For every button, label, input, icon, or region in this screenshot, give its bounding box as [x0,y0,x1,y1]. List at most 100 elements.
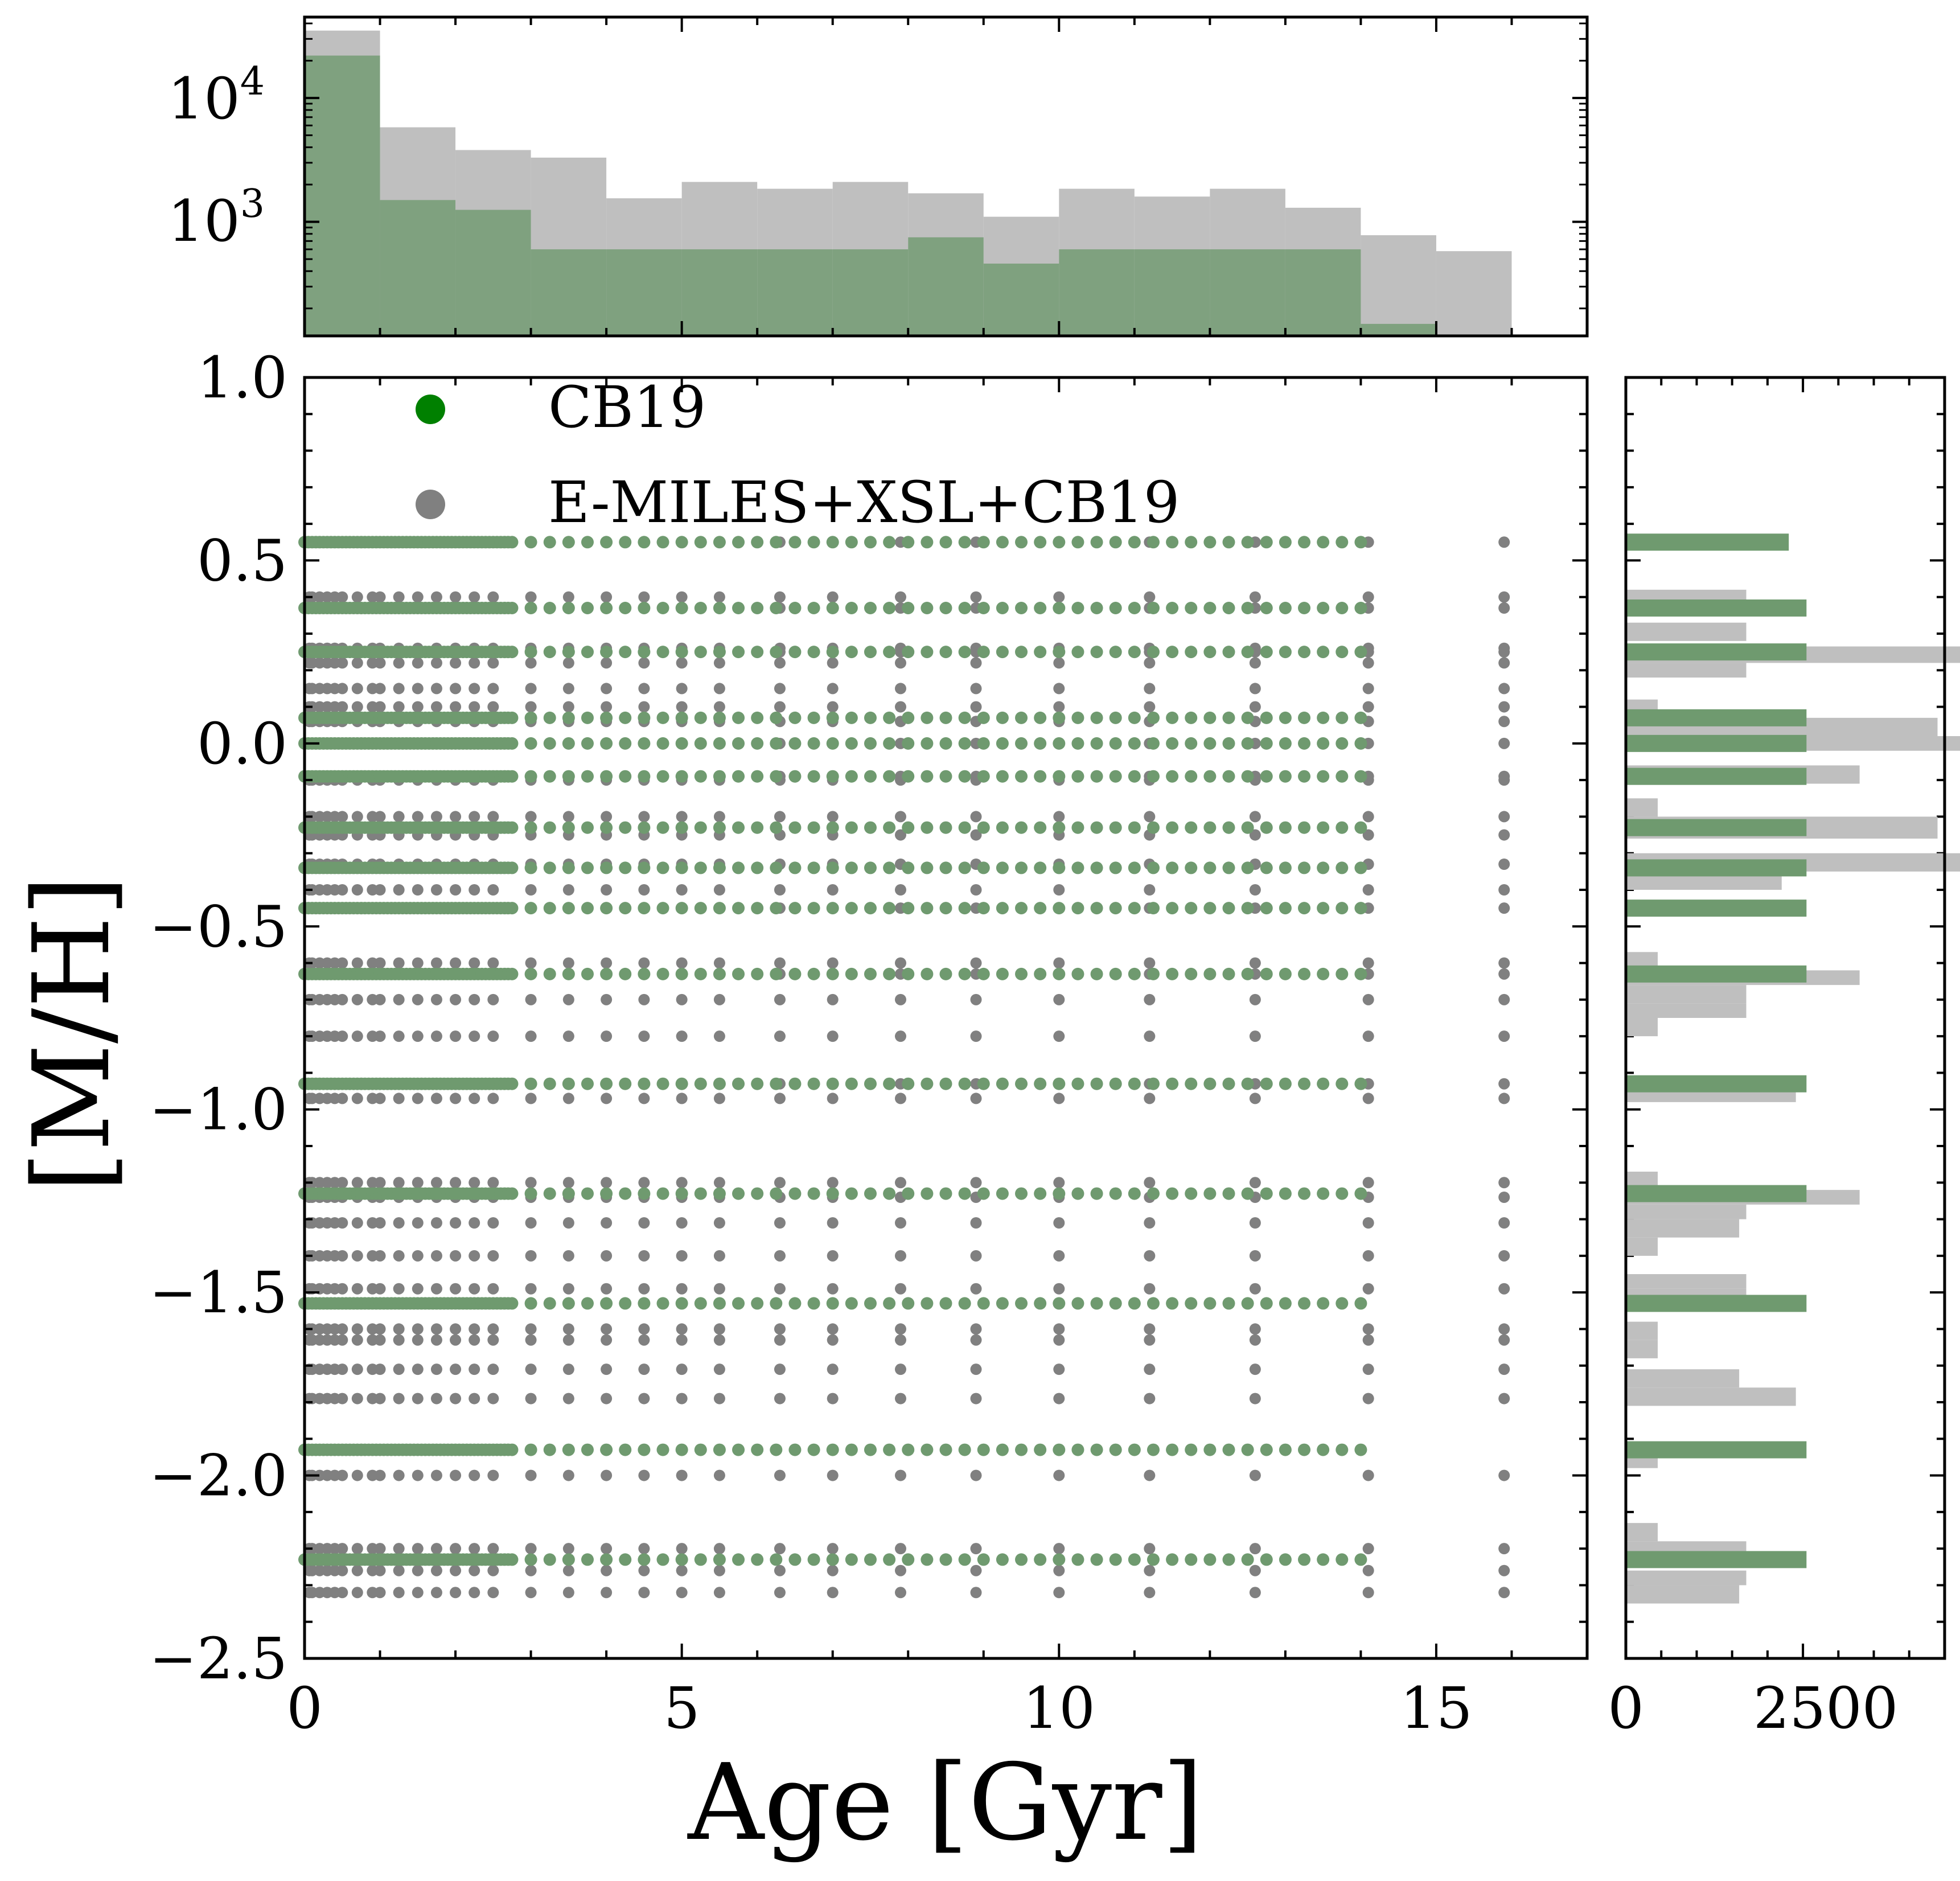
point-combined-23-12 [450,1177,462,1189]
point-cb19-2-65 [694,646,707,659]
point-combined-25-29 [1498,1217,1510,1229]
point-combined-25-15 [525,1217,537,1229]
point-combined-28-14 [487,1323,499,1335]
point-cb19-0-60 [600,536,613,549]
point-cb19-10-83 [1034,1077,1047,1090]
point-cb19-8-99 [1336,902,1349,915]
point-cb19-11-61 [619,1187,632,1200]
right-hist-bar-combined-32 [1626,1570,1747,1586]
point-combined-29-16 [562,1334,574,1346]
point-cb19-11-60 [600,1187,613,1200]
point-combined-23-27 [1249,1177,1261,1189]
point-combined-15-27 [1249,884,1261,896]
point-combined-30-22 [827,1363,839,1375]
point-combined-31-15 [525,1393,537,1404]
point-combined-20-9 [393,1030,405,1042]
right-hist-bar-cb19-10 [1626,1075,1807,1093]
point-combined-29-10 [412,1334,424,1346]
point-cb19-8-86 [1090,902,1103,915]
point-combined-29-23 [894,1334,906,1346]
legend: CB19 E-MILES+XSL+CB19 [416,374,1180,536]
point-cb19-9-67 [732,967,745,980]
point-combined-19-20 [713,993,725,1005]
point-combined-26-5 [336,1250,348,1262]
point-cb19-0-70 [788,536,802,549]
point-cb19-2-80 [977,646,990,659]
point-cb19-0-81 [996,536,1009,549]
top-hist-bar-cb19-11 [1134,249,1210,336]
point-cb19-3-58 [562,711,575,724]
point-cb19-6-98 [1317,821,1330,834]
point-combined-23-10 [412,1177,424,1189]
point-combined-33-15 [525,1543,537,1555]
right-hist-bar-cb19-2 [1626,643,1807,661]
point-cb19-8-78 [939,902,952,915]
point-cb19-2-67 [732,646,745,659]
point-cb19-8-73 [845,902,858,915]
point-combined-7-22 [827,701,839,713]
right-hist-bar-combined-16 [1626,1018,1658,1037]
point-combined-17-26 [1144,957,1156,969]
point-combined-22-21 [774,1093,786,1104]
x-axis-label: Age [Gyr] [687,1741,1203,1864]
point-combined-20-8 [374,1030,386,1042]
point-cb19-14-97 [1298,1553,1311,1566]
point-combined-27-26 [1144,1283,1156,1295]
point-combined-7-19 [676,701,688,713]
point-combined-5-28 [1362,657,1374,669]
point-cb19-3-85 [1071,711,1084,724]
point-combined-1-10 [412,591,424,603]
point-combined-15-11 [430,884,442,896]
point-cb19-2-88 [1128,646,1141,659]
point-cb19-6-82 [1015,821,1028,834]
point-combined-34-6 [351,1564,363,1576]
point-combined-13-27 [1249,829,1261,841]
point-cb19-13-98 [1317,1443,1330,1456]
point-combined-26-27 [1249,1250,1261,1262]
point-cb19-14-71 [807,1553,820,1566]
point-combined-19-15 [525,993,537,1005]
point-cb19-5-60 [600,770,613,783]
point-combined-25-21 [774,1217,786,1229]
point-combined-9-29 [1498,737,1510,749]
point-cb19-11-84 [1053,1187,1066,1200]
right-hist-bar-combined-26 [1626,1340,1658,1358]
point-combined-1-14 [487,591,499,603]
point-combined-23-14 [487,1177,499,1189]
point-cb19-9-80 [977,967,990,980]
point-cb19-14-58 [562,1553,575,1566]
top-hist-bar-cb19-2 [455,210,531,336]
point-cb19-3-86 [1090,711,1103,724]
point-cb19-1-81 [996,602,1009,614]
point-combined-30-21 [774,1363,786,1375]
right-hist-bar-combined-20 [1626,1204,1747,1219]
point-cb19-10-91 [1185,1077,1198,1090]
point-cb19-14-80 [977,1553,990,1566]
point-cb19-13-91 [1185,1443,1198,1456]
top-hist-bar-combined-14 [1361,235,1436,336]
point-combined-19-18 [638,993,650,1005]
point-cb19-10-76 [902,1077,915,1090]
right-hist-bar-combined-3 [1626,663,1747,678]
point-cb19-11-57 [543,1187,556,1200]
point-combined-22-11 [430,1093,442,1104]
point-cb19-3-95 [1260,711,1273,724]
point-combined-35-19 [676,1587,688,1599]
point-cb19-8-79 [958,902,971,915]
point-combined-15-23 [894,884,906,896]
point-cb19-6-62 [638,821,651,834]
point-cb19-14-92 [1203,1553,1217,1566]
point-cb19-0-58 [562,536,575,549]
point-cb19-13-84 [1053,1443,1066,1456]
point-cb19-10-65 [694,1077,707,1090]
point-combined-27-15 [525,1283,537,1295]
point-combined-35-11 [430,1587,442,1599]
point-combined-15-21 [774,884,786,896]
point-combined-25-22 [827,1217,839,1229]
point-cb19-6-95 [1260,821,1273,834]
point-combined-20-18 [638,1030,650,1042]
point-cb19-7-74 [864,861,877,874]
point-cb19-14-65 [694,1553,707,1566]
point-cb19-4-56 [524,737,537,750]
legend-marker-combined [416,490,445,519]
